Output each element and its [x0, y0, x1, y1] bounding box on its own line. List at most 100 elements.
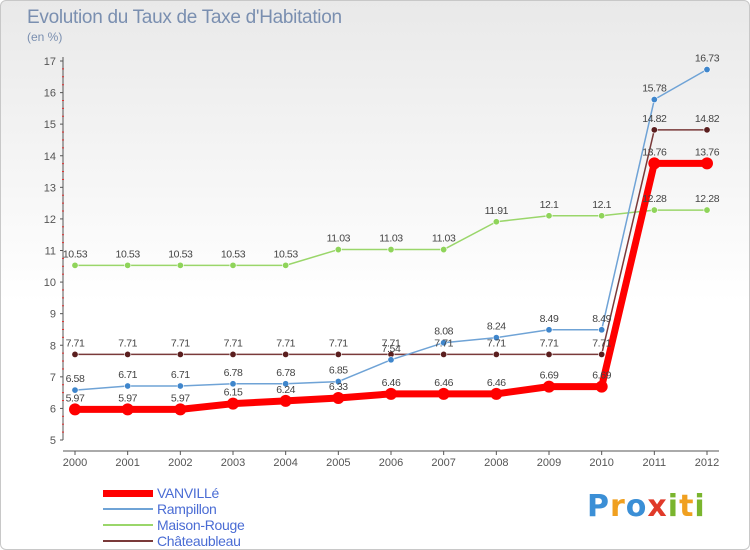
data-label: 11.03 [432, 233, 456, 245]
data-label: 6.46 [382, 377, 401, 389]
data-point [282, 350, 290, 358]
y-tick-label: 16 [44, 88, 56, 100]
data-point [703, 66, 711, 74]
legend-item-rampillon[interactable]: Rampillon [103, 501, 244, 517]
logo-letter: r [610, 489, 626, 524]
data-label: 12.28 [642, 193, 667, 205]
legend-label-rampillon: Rampillon [157, 501, 217, 517]
proxiti-logo: Proxiti [587, 489, 706, 524]
legend: VANVILLé Rampillon Maison-Rouge Châteaub… [103, 485, 245, 549]
y-tick-label: 14 [44, 151, 56, 163]
data-point [650, 96, 658, 104]
data-point [229, 261, 237, 269]
data-label: 8.24 [487, 321, 506, 333]
data-label: 6.46 [434, 377, 453, 389]
legend-swatch-maison-rouge [103, 524, 153, 526]
data-label: 7.71 [66, 337, 85, 349]
data-label: 5.97 [171, 392, 190, 404]
legend-swatch-chateaubleau [103, 540, 153, 542]
data-label: 6.69 [540, 370, 559, 382]
data-point [71, 261, 79, 269]
data-label: 8.49 [592, 313, 611, 325]
data-point [282, 380, 290, 388]
data-label: 10.53 [168, 248, 193, 260]
data-label: 10.53 [116, 248, 141, 260]
data-label: 6.69 [592, 370, 611, 382]
x-tick-label: 2009 [537, 457, 561, 469]
x-tick-label: 2012 [695, 457, 719, 469]
data-label: 14.82 [642, 113, 667, 125]
logo-letter: i [694, 489, 706, 524]
data-point [71, 386, 79, 394]
data-point [492, 218, 500, 226]
data-label: 11.91 [485, 205, 509, 217]
data-label: 6.78 [224, 367, 243, 379]
legend-item-vanville[interactable]: VANVILLé [103, 485, 244, 501]
legend-swatch-vanville [103, 489, 153, 497]
logo-letter: t [679, 489, 695, 524]
data-point [124, 350, 132, 358]
data-label: 13.76 [695, 146, 720, 158]
x-tick-label: 2002 [168, 457, 192, 469]
x-tick-label: 2000 [63, 457, 87, 469]
data-point [490, 387, 503, 400]
data-point [437, 387, 450, 400]
data-point [334, 350, 342, 358]
data-point [545, 326, 553, 334]
x-tick-label: 2010 [589, 457, 613, 469]
data-point [703, 206, 711, 214]
x-tick-label: 2001 [115, 457, 139, 469]
data-label: 6.71 [118, 369, 137, 381]
data-point [545, 350, 553, 358]
data-label: 7.71 [382, 337, 401, 349]
data-point [440, 350, 448, 358]
y-tick-label: 6 [50, 403, 56, 415]
x-tick-label: 2008 [484, 457, 508, 469]
y-tick-label: 7 [50, 372, 56, 384]
data-point [176, 382, 184, 390]
data-point [282, 261, 290, 269]
data-label: 13.76 [642, 146, 667, 158]
data-point [334, 378, 342, 386]
data-label: 6.58 [66, 373, 85, 385]
data-point [598, 212, 606, 220]
data-label: 6.15 [224, 387, 243, 399]
data-label: 8.08 [434, 326, 453, 338]
data-label: 12.1 [540, 199, 559, 211]
legend-label-maison-rouge: Maison-Rouge [157, 517, 245, 533]
data-label: 11.03 [327, 233, 351, 245]
y-tick-label: 15 [44, 119, 56, 131]
y-tick-label: 9 [50, 309, 56, 321]
data-label: 5.97 [118, 392, 137, 404]
data-point [69, 403, 81, 416]
legend-swatch-rampillon [103, 508, 153, 510]
x-tick-label: 2004 [273, 457, 297, 469]
data-point [492, 334, 500, 342]
data-label: 6.85 [329, 365, 348, 377]
data-point [701, 157, 713, 170]
data-point [387, 246, 395, 254]
data-point [174, 403, 187, 416]
data-label: 15.78 [642, 83, 667, 95]
data-point [440, 246, 448, 254]
data-label: 10.53 [63, 248, 88, 260]
data-label: 7.71 [276, 337, 295, 349]
logo-letter: i [667, 489, 680, 524]
data-point [121, 403, 134, 416]
legend-label-chateaubleau: Châteaubleau [157, 533, 241, 549]
legend-item-chateaubleau[interactable]: Châteaubleau [103, 533, 244, 549]
data-label: 6.78 [276, 367, 295, 379]
legend-label-vanville: VANVILLé [157, 485, 219, 501]
legend-item-maison-rouge[interactable]: Maison-Rouge [103, 517, 245, 533]
data-point [332, 391, 345, 404]
data-point [598, 326, 606, 334]
data-label: 6.33 [329, 381, 348, 393]
y-tick-label: 12 [44, 214, 56, 226]
y-tick-label: 13 [44, 182, 56, 194]
data-label: 10.53 [274, 248, 299, 260]
data-point [650, 206, 658, 214]
data-point [124, 382, 132, 390]
data-label: 7.71 [171, 337, 190, 349]
y-tick-label: 17 [44, 56, 56, 68]
